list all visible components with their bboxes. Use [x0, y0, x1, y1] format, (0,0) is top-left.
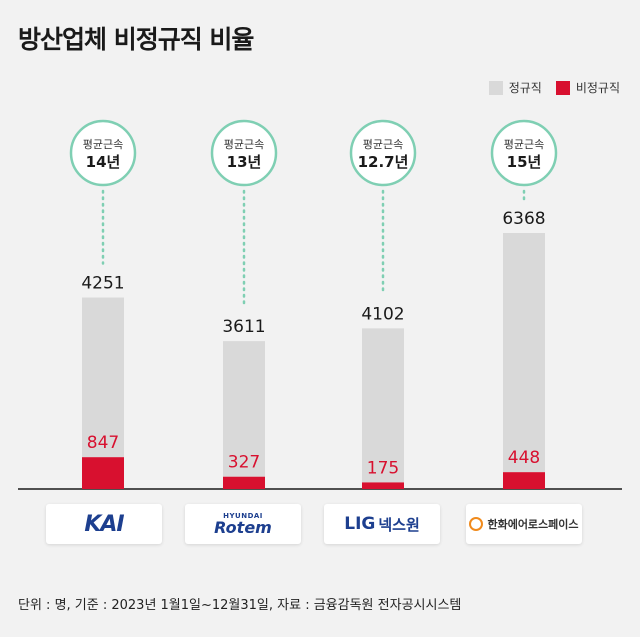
logo-hanwha-text: 한화에어로스페이스 [487, 518, 579, 531]
logo-rotem-small-text: HYUNDAI [223, 512, 263, 520]
logo-hanwha-aerospace: 한화에어로스페이스 [466, 504, 582, 544]
label-nonregular-2: 175 [367, 458, 399, 478]
bar-nonregular-0 [82, 457, 124, 489]
logo-lig-text: LIG [344, 514, 376, 534]
label-nonregular-3: 448 [508, 448, 540, 468]
bar-nonregular-2 [362, 482, 404, 489]
logo-lig-nex1: LIG 넥스원 [324, 504, 440, 544]
legend-label-regular: 정규직 [508, 81, 542, 95]
tenure-label-2: 평균근속 [363, 138, 403, 151]
legend-label-nonregular: 비정규직 [575, 81, 620, 95]
tenure-circle-3 [490, 119, 558, 187]
legend-item-regular: 정규직 [488, 79, 542, 96]
tenure-circle-2 [349, 119, 417, 187]
chart-title: 방산업체 비정규직 비율 [18, 25, 254, 54]
hanwha-mark-icon [469, 517, 484, 531]
legend: 정규직 비정규직 [475, 79, 620, 96]
legend-item-nonregular: 비정규직 [555, 79, 620, 96]
label-regular-0: 4251 [81, 274, 124, 294]
logo-rotem-text: Rotem [214, 518, 272, 537]
footnote: 단위 : 명, 기준 : 2023년 1월1일~12월31일, 자료 : 금융감… [18, 598, 462, 613]
label-nonregular-0: 847 [87, 433, 119, 453]
tenure-circle-0 [69, 119, 137, 187]
bar-regular-0 [82, 297, 124, 458]
legend-swatch-nonregular [555, 80, 570, 95]
label-regular-2: 4102 [361, 304, 404, 324]
logo-lig-kor-text: 넥스원 [378, 515, 420, 534]
chart-plot: 4251 847 평균근속 14년 3611 327 평균근속 13년 4102 175 평균근속 1… [18, 119, 622, 490]
bar-nonregular-3 [503, 472, 545, 489]
tenure-value-0: 14년 [86, 153, 121, 171]
tenure-label-3: 평균근속 [504, 138, 544, 151]
logo-kai-text: KAI [84, 511, 124, 537]
tenure-label-1: 평균근속 [224, 138, 264, 151]
label-regular-1: 3611 [222, 317, 265, 337]
bar-nonregular-1 [223, 476, 265, 489]
bar-regular-3 [503, 233, 545, 473]
tenure-value-3: 15년 [507, 153, 542, 171]
logo-hyundai-rotem: HYUNDAI Rotem [185, 504, 301, 544]
bar-regular-1 [223, 341, 265, 477]
tenure-label-0: 평균근속 [83, 138, 123, 151]
bar-regular-2 [362, 328, 404, 483]
tenure-circle-1 [210, 119, 278, 187]
tenure-value-2: 12.7년 [358, 153, 409, 171]
legend-swatch-regular [488, 80, 503, 95]
tenure-value-1: 13년 [227, 153, 262, 171]
logo-kai: KAI [46, 504, 162, 544]
label-regular-3: 6368 [502, 209, 545, 229]
label-nonregular-1: 327 [228, 453, 260, 473]
